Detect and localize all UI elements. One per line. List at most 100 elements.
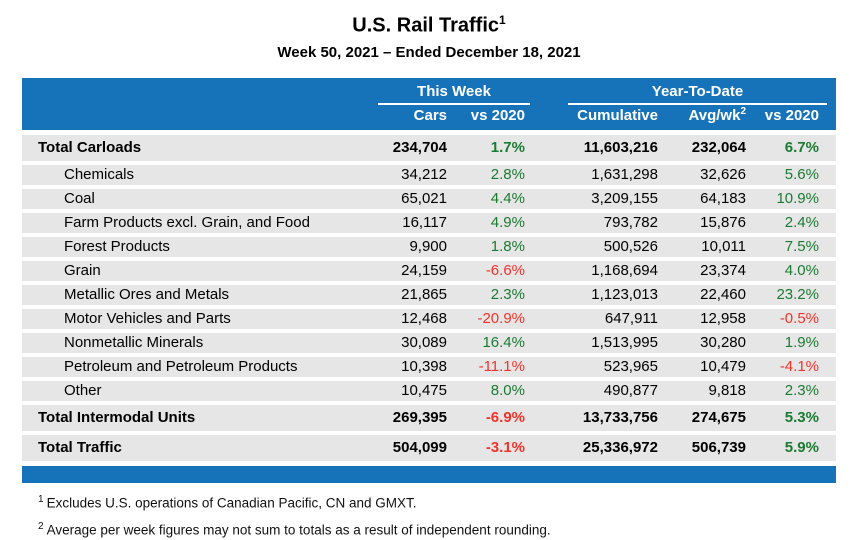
cumulative-value: 793,782 (603, 214, 658, 232)
cumulative-value: 1,123,013 (591, 286, 658, 304)
table-row: Farm Products excl. Grain, and Food 16,1… (22, 212, 836, 233)
cars-value: 12,468 (401, 310, 447, 328)
this-week-vs-2020-value: 16.4% (482, 334, 525, 352)
cars-value: 10,398 (401, 358, 447, 376)
cars-value: 21,865 (401, 286, 447, 304)
row-label: Farm Products excl. Grain, and Food (64, 214, 310, 232)
avg-per-week-footnote-marker: 2 (740, 106, 746, 118)
col-header-ytd-vs-2020: vs 2020 (764, 106, 819, 124)
page-subtitle: Week 50, 2021 – Ended December 18, 2021 (277, 43, 581, 61)
col-header-cars: Cars (413, 106, 447, 124)
avg-per-week-value: 506,739 (691, 439, 746, 457)
row-label: Grain (64, 262, 101, 280)
avg-per-week-value: 23,374 (700, 262, 746, 280)
this-week-vs-2020-value: -6.6% (485, 262, 525, 280)
avg-per-week-value: 9,818 (708, 382, 746, 400)
avg-per-week-value: 232,064 (691, 139, 746, 157)
cumulative-value: 500,526 (603, 238, 658, 256)
table-row: Motor Vehicles and Parts 12,468 -20.9% 6… (22, 308, 836, 329)
ytd-vs-2020-value: 5.3% (784, 409, 819, 427)
table-row-total-intermodal-units: Total Intermodal Units 269,395 -6.9% 13,… (22, 404, 836, 431)
row-label: Metallic Ores and Metals (64, 286, 230, 304)
this-week-vs-2020-value: 1.8% (490, 238, 525, 256)
footnote-1: 1 Excludes U.S. operations of Canadian Pa… (38, 492, 858, 512)
cars-value: 30,089 (401, 334, 447, 352)
column-group-this-week: This Week (378, 83, 530, 105)
row-label: Motor Vehicles and Parts (64, 310, 231, 328)
this-week-vs-2020-value: 1.7% (490, 139, 525, 157)
avg-per-week-value: 15,876 (700, 214, 746, 232)
footnote-2: 2 Average per week figures may not sum to… (38, 519, 858, 539)
ytd-vs-2020-value: 10.9% (776, 190, 819, 208)
this-week-vs-2020-value: -11.1% (478, 358, 525, 376)
cumulative-value: 11,603,216 (583, 139, 658, 157)
cars-value: 269,395 (392, 409, 447, 427)
column-group-year-to-date: Year-To-Date (568, 83, 827, 105)
cumulative-value: 1,168,694 (591, 262, 658, 280)
footnote-2-marker: 2 (38, 521, 44, 533)
this-week-vs-2020-value: -20.9% (477, 310, 525, 328)
row-label: Petroleum and Petroleum Products (64, 358, 298, 376)
column-group-row: This Week Year-To-Date (22, 78, 836, 105)
this-week-vs-2020-value: 8.0% (490, 382, 525, 400)
footnote-2-text: Average per week figures may not sum to … (46, 522, 551, 538)
row-label: Coal (64, 190, 95, 208)
table-row: Nonmetallic Minerals 30,089 16.4% 1,513,… (22, 332, 836, 353)
avg-per-week-value: 22,460 (700, 286, 746, 304)
ytd-vs-2020-value: 6.7% (784, 139, 819, 157)
col-header-avg-per-week: Avg/wk2 (658, 106, 746, 128)
cars-value: 65,021 (401, 190, 447, 208)
cumulative-value: 13,733,756 (582, 409, 658, 427)
avg-per-week-value: 30,280 (700, 334, 746, 352)
cumulative-value: 647,911 (604, 310, 658, 328)
table-header: This Week Year-To-Date Cars vs 2020 Cumu… (22, 77, 836, 130)
cumulative-value: 1,631,298 (591, 166, 658, 184)
footnote-1-text: Excludes U.S. operations of Canadian Pac… (46, 495, 417, 511)
row-label: Other (64, 382, 102, 400)
this-week-vs-2020-value: -6.9% (485, 409, 525, 427)
ytd-vs-2020-value: 1.9% (784, 334, 819, 352)
table-row: Other 10,475 8.0% 490,877 9,818 2.3% (22, 380, 836, 401)
this-week-vs-2020-value: 4.4% (490, 190, 525, 208)
cumulative-value: 523,965 (603, 358, 658, 376)
avg-per-week-value: 32,626 (700, 166, 746, 184)
avg-per-week-label: Avg/wk (688, 107, 741, 125)
page-title-text: U.S. Rail Traffic (352, 14, 500, 37)
cumulative-value: 490,877 (603, 382, 658, 400)
table-row: Metallic Ores and Metals 21,865 2.3% 1,1… (22, 284, 836, 305)
avg-per-week-value: 12,958 (700, 310, 746, 328)
ytd-vs-2020-value: -4.1% (779, 358, 819, 376)
col-header-this-week-vs-2020: vs 2020 (470, 106, 525, 124)
table-row: Chemicals 34,212 2.8% 1,631,298 32,626 5… (22, 164, 836, 185)
cars-value: 16,117 (402, 214, 447, 232)
row-label: Total Intermodal Units (38, 409, 196, 427)
table-row: Coal 65,021 4.4% 3,209,155 64,183 10.9% (22, 188, 836, 209)
cars-value: 504,099 (392, 439, 447, 457)
row-label: Chemicals (64, 166, 135, 184)
ytd-vs-2020-value: 4.0% (784, 262, 819, 280)
table-row: Petroleum and Petroleum Products 10,398 … (22, 356, 836, 377)
rail-traffic-table: This Week Year-To-Date Cars vs 2020 Cumu… (22, 77, 836, 483)
row-label: Forest Products (64, 238, 170, 256)
table-footer-bar (22, 465, 836, 483)
cumulative-value: 25,336,972 (582, 439, 658, 457)
avg-per-week-value: 64,183 (700, 190, 746, 208)
ytd-vs-2020-value: 7.5% (784, 238, 819, 256)
column-header-row: Cars vs 2020 Cumulative Avg/wk2 vs 2020 (22, 105, 836, 130)
table-row-total-carloads: Total Carloads 234,704 1.7% 11,603,216 2… (22, 134, 836, 161)
ytd-vs-2020-value: 5.9% (784, 439, 819, 457)
cars-value: 34,212 (401, 166, 447, 184)
this-week-vs-2020-value: -3.1% (485, 439, 525, 457)
row-label: Nonmetallic Minerals (64, 334, 204, 352)
table-row: Forest Products 9,900 1.8% 500,526 10,01… (22, 236, 836, 257)
page-title: U.S. Rail Traffic1 (0, 0, 858, 38)
cars-value: 10,475 (401, 382, 447, 400)
ytd-vs-2020-value: 2.4% (784, 214, 819, 232)
footnotes: 1 Excludes U.S. operations of Canadian Pa… (38, 492, 858, 539)
col-header-cumulative: Cumulative (577, 106, 658, 124)
cumulative-value: 3,209,155 (591, 190, 658, 208)
this-week-vs-2020-value: 2.8% (490, 166, 525, 184)
row-label: Total Traffic (38, 439, 122, 457)
ytd-vs-2020-value: 23.2% (776, 286, 819, 304)
